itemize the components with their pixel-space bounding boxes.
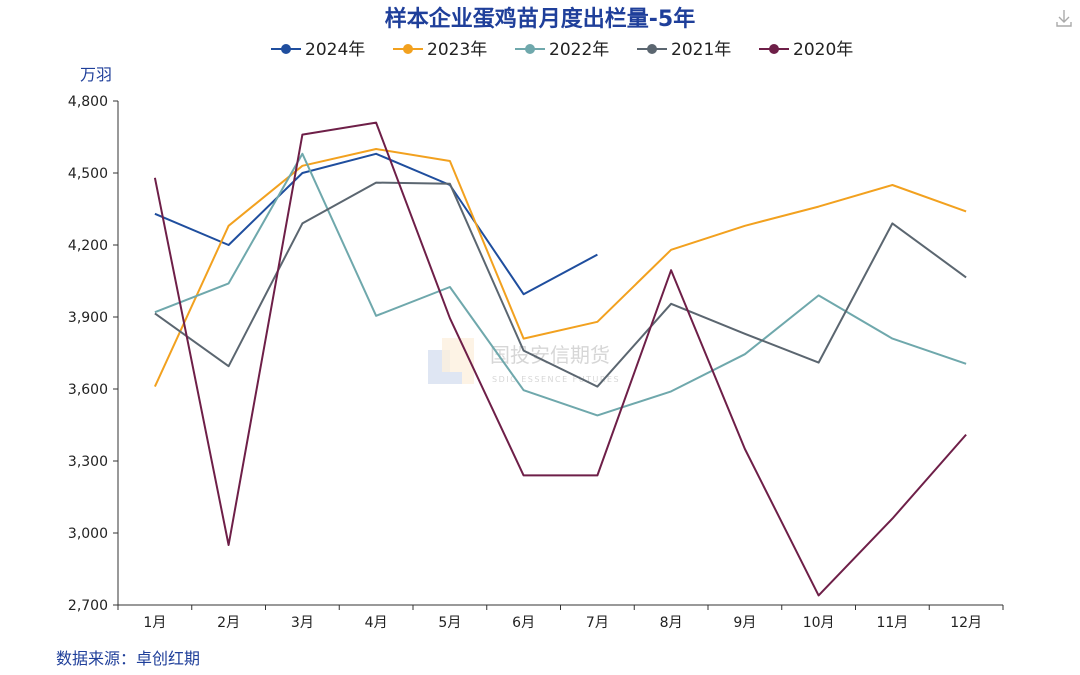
legend-label: 2022年 [549, 40, 609, 60]
y-tick-label: 3,000 [68, 526, 108, 542]
x-tick-label: 11月 [876, 615, 908, 631]
legend-label: 2023年 [427, 40, 487, 60]
legend-label: 2020年 [793, 40, 853, 60]
series-lines [153, 121, 967, 597]
legend: 2024年 2023年 2022年 2021年 2020年 [271, 40, 853, 60]
legend-label: 2024年 [305, 40, 365, 60]
x-tick-label: 4月 [365, 615, 388, 631]
y-axis-ticks: 2,700 3,000 3,300 3,600 3,900 4,200 4,500 4,800 [68, 94, 118, 614]
watermark: 国投安信期货 SDIC ESSENCE FUTURES [428, 338, 620, 384]
y-axis-unit-label: 万羽 [80, 65, 112, 84]
series-line-2024 [154, 152, 598, 296]
x-tick-label: 12月 [950, 615, 982, 631]
y-tick-label: 3,900 [68, 310, 108, 326]
legend-marker [281, 44, 291, 54]
watermark-subtitle: SDIC ESSENCE FUTURES [492, 375, 620, 384]
y-tick-label: 3,300 [68, 454, 108, 470]
legend-marker [769, 44, 779, 54]
chart-title: 样本企业蛋鸡苗月度出栏量-5年 [385, 6, 695, 32]
legend-marker [525, 44, 535, 54]
download-icon[interactable] [1052, 6, 1076, 30]
series-line-2020 [153, 121, 967, 597]
y-tick-label: 3,600 [68, 382, 108, 398]
watermark-logo [428, 338, 474, 384]
y-tick-label: 2,700 [68, 598, 108, 614]
y-tick-label: 4,500 [68, 166, 108, 182]
x-tick-label: 10月 [803, 615, 835, 631]
legend-item-2024[interactable]: 2024年 [271, 40, 365, 60]
x-tick-label: 7月 [586, 615, 609, 631]
legend-marker [403, 44, 413, 54]
x-tick-label: 5月 [438, 615, 461, 631]
x-axis-ticks: 1月 2月 3月 4月 5月 6月 7月 8月 9月 10月 11月 12月 [117, 605, 1004, 631]
series-line-2022 [154, 152, 967, 417]
x-tick-label: 1月 [143, 615, 166, 631]
y-tick-label: 4,800 [68, 94, 108, 110]
series-line-2021 [154, 181, 967, 388]
x-tick-label: 3月 [291, 615, 314, 631]
legend-item-2020[interactable]: 2020年 [759, 40, 853, 60]
y-tick-label: 4,200 [68, 238, 108, 254]
legend-item-2021[interactable]: 2021年 [637, 40, 731, 60]
legend-marker [647, 44, 657, 54]
x-tick-label: 6月 [512, 615, 535, 631]
x-tick-label: 9月 [733, 615, 756, 631]
legend-label: 2021年 [671, 40, 731, 60]
data-source-note: 数据来源：卓创红期 [56, 649, 200, 668]
legend-item-2022[interactable]: 2022年 [515, 40, 609, 60]
x-tick-label: 8月 [660, 615, 683, 631]
x-tick-label: 2月 [217, 615, 240, 631]
legend-item-2023[interactable]: 2023年 [393, 40, 487, 60]
